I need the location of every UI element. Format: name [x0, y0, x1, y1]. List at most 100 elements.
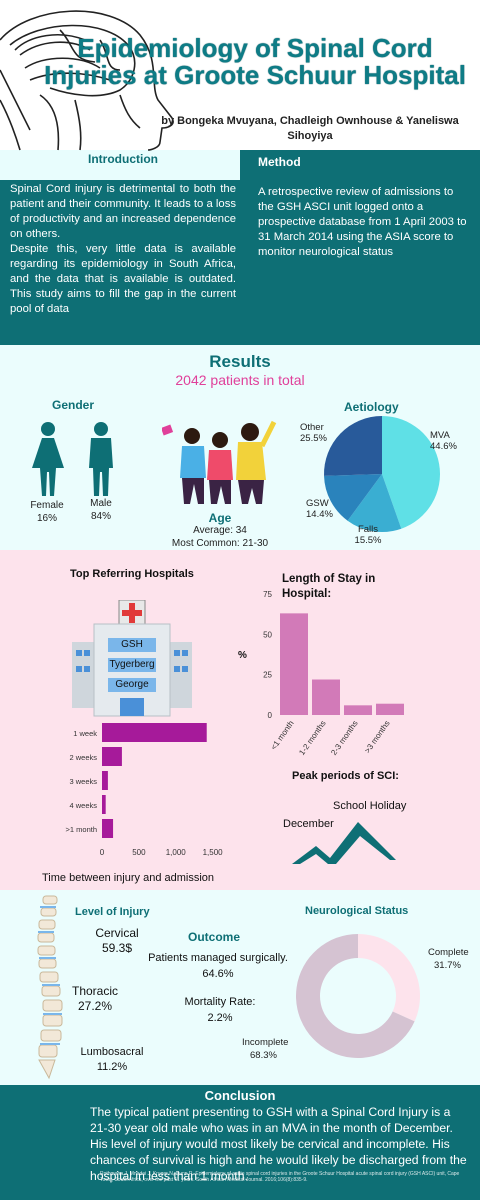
neuro-label-complete: Complete [428, 947, 469, 958]
time-bar [102, 819, 114, 838]
conclusion-section [0, 1085, 480, 1200]
peak-school-holiday: School Holiday [333, 800, 407, 812]
neuro-slice-complete [358, 934, 420, 1022]
aetiology-label-other: Other [300, 422, 324, 433]
hospital-building-illustration [72, 600, 192, 717]
spine-illustration [37, 895, 63, 1080]
intro-text: Spinal Cord injury is detrimental to bot… [10, 182, 236, 317]
male-pct: 84% [90, 511, 111, 522]
age-average: Average: 34 [193, 525, 247, 536]
lumbosacral-label: Lumbosacral [80, 1046, 144, 1058]
stay-xtick: <1 month [269, 719, 296, 752]
aetiology-value-other: 25.5% [300, 433, 327, 444]
results-heading: Results [209, 352, 271, 371]
female-label: Female [30, 500, 64, 511]
time-xtick: 1,500 [203, 848, 224, 857]
aetiology-slice-mva [382, 416, 440, 529]
age-heading: Age [208, 511, 232, 525]
time-ytick: 3 weeks [69, 777, 97, 786]
level-heading: Level of Injury [75, 906, 150, 918]
method-heading: Method [258, 155, 301, 169]
intro-paragraph-1: Spinal Cord injury is detrimental to bot… [10, 183, 236, 240]
reference-text: Rothmann J, Mnadai J, Kruger N, Dunn R. … [100, 1171, 460, 1183]
male-label: Male [90, 498, 112, 509]
stay-ylabel: % [238, 650, 247, 661]
thoracic-value: 27.2% [77, 999, 113, 1013]
hospital-name-1: GSH [121, 639, 143, 650]
time-bar [102, 795, 106, 814]
cervical-label: Cervical [95, 926, 139, 940]
aetiology-value-falls: 15.5% [355, 535, 382, 546]
stay-xtick: 2-3 months [329, 719, 359, 757]
stay-ytick: 50 [263, 630, 272, 639]
stay-ytick: 75 [263, 590, 272, 599]
stay-xtick: 1-2 months [297, 719, 327, 757]
time-ytick: 1 week [73, 729, 97, 738]
peak-heading: Peak periods of SCI: [292, 770, 399, 782]
length-of-stay-bar-chart: Length of Stay in Hospital: 0 25 50 75% <1 mon… [238, 573, 404, 757]
people-illustration [162, 420, 277, 504]
total-patients: 2042 patients in total [175, 372, 305, 388]
time-bar [102, 747, 122, 766]
method-text: A retrospective review of admissions to … [258, 186, 467, 258]
mountain-icon [292, 822, 396, 864]
hospitals-heading: Top Referring Hospitals [70, 568, 194, 580]
time-bar [102, 723, 207, 742]
intro-heading: Introduction [88, 152, 158, 166]
stay-bar [344, 705, 372, 715]
cervical-value: 59.3$ [101, 941, 133, 955]
female-pct: 16% [36, 513, 57, 524]
aetiology-value-mva: 44.6% [430, 441, 457, 452]
aetiology-label-gsw: GSW [306, 498, 329, 509]
head-brain-illustration [0, 10, 174, 151]
hospital-name-3: George [115, 679, 149, 690]
poster-title: Epidemiology of Spinal Cord Injuries at … [44, 33, 466, 90]
lumbosacral-value: 11.2% [96, 1061, 128, 1073]
age-common: Most Common: 21-30 [171, 538, 269, 549]
aetiology-slice-other [324, 416, 382, 476]
authors: by Bongeka Mvuyana, Chadleigh Ownhouse &… [161, 115, 459, 142]
neuro-label-incomplete: Incomplete [242, 1037, 288, 1048]
conclusion-text: The typical patient presenting to GSH wi… [90, 1105, 467, 1183]
stay-ytick: 25 [263, 671, 272, 680]
gender-heading: Gender [52, 398, 95, 412]
time-ytick: 4 weeks [69, 801, 97, 810]
time-xtick: 500 [132, 848, 146, 857]
mortality-label: Mortality Rate: [184, 996, 256, 1008]
aetiology-slice-falls [347, 474, 402, 532]
intro-heading-box [0, 150, 240, 180]
stay-bar [376, 703, 404, 715]
hospital-stay-section [0, 550, 480, 890]
neuro-value-incomplete: 68.3% [250, 1050, 277, 1061]
female-icon [32, 422, 64, 496]
gender-figures [32, 422, 113, 496]
thoracic-label: Thoracic [71, 984, 118, 998]
neuro-slice-incomplete [296, 934, 415, 1058]
aetiology-heading: Aetiology [344, 400, 399, 414]
time-ytick: >1 month [66, 825, 97, 834]
aetiology-value-gsw: 14.4% [306, 509, 333, 520]
neuro-value-complete: 31.7% [434, 960, 461, 971]
hospital-name-2: Tygerberg [109, 659, 155, 670]
aetiology-slice-gsw [324, 474, 382, 521]
time-chart-caption: Time between injury and admission [42, 872, 215, 884]
aetiology-label-mva: MVA [430, 430, 451, 441]
stay-title-line1: Length of Stay in [282, 573, 375, 585]
intro-paragraph-2: Despite this, very little data is availa… [10, 243, 236, 315]
outcome-heading: Outcome [188, 930, 241, 944]
male-icon [89, 422, 113, 496]
stay-bar [312, 679, 340, 715]
mortality-value: 2.2% [207, 1012, 233, 1024]
stay-bar [280, 613, 308, 715]
conclusion-heading: Conclusion [204, 1088, 276, 1103]
time-ytick: 2 weeks [69, 753, 97, 762]
surgical-label: Patients managed surgically. [148, 952, 288, 964]
time-bar [102, 771, 108, 790]
neurological-status-donut-chart: Complete 31.7% Incomplete 68.3% [242, 934, 469, 1061]
stay-ytick: 0 [268, 711, 273, 720]
neuro-heading: Neurological Status [305, 905, 409, 917]
stay-title-line2: Hospital: [282, 588, 331, 600]
time-to-admission-bar-chart: 1 week 2 weeks 3 weeks 4 weeks >1 month 0 500 1… [66, 723, 224, 857]
peak-december: December [283, 818, 334, 830]
